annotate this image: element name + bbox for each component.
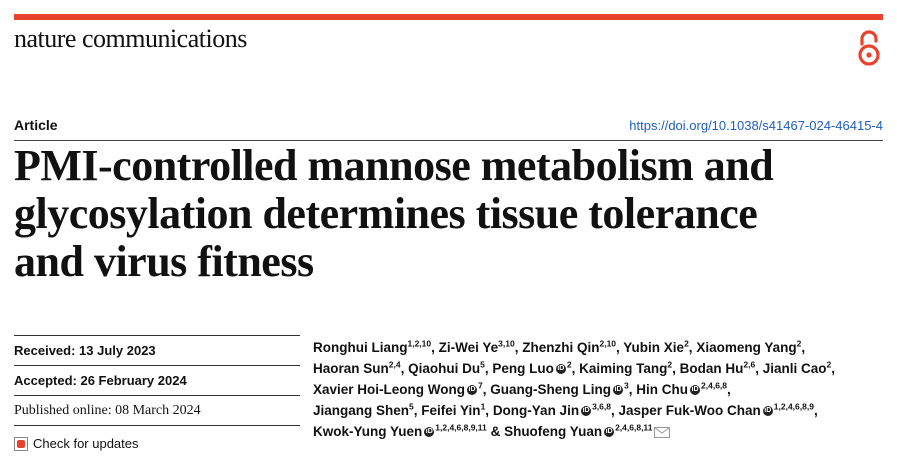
author-name[interactable]: Jasper Fuk-Woo Chan	[618, 403, 761, 418]
author-affiliation: 5	[480, 359, 485, 370]
author-line: Jiangang Shen5, Feifei Yin1, Dong-Yan Ji…	[313, 401, 818, 418]
author-affiliation: 1,2,4,6,8,9,11	[435, 422, 487, 433]
article-title: PMI-controlled mannose metabolism and gl…	[14, 142, 884, 286]
journal-accent-bar	[14, 14, 883, 20]
author-affiliation: 3	[624, 380, 629, 391]
author-affiliation: 2,4,6,8,11	[615, 422, 653, 433]
check-for-updates-button[interactable]: Check for updates	[14, 425, 300, 455]
article-type: Article	[14, 117, 58, 133]
author-affiliation: 5	[409, 401, 414, 412]
orcid-icon[interactable]: iD	[762, 406, 773, 417]
author-name[interactable]: Xavier Hoi-Leong Wong	[313, 382, 466, 397]
orcid-icon[interactable]: iD	[424, 427, 435, 438]
check-for-updates-icon	[14, 436, 28, 451]
author-line: Ronghui Liang1,2,10, Zi-Wei Ye3,10, Zhen…	[313, 338, 806, 355]
author-name[interactable]: Kaiming Tang	[579, 361, 668, 376]
author-name[interactable]: Feifei Yin	[421, 403, 481, 418]
title-line: PMI-controlled mannose metabolism and	[14, 141, 774, 190]
author-line: Kwok-Yung Yuen iD 1,2,4,6,8,9,11 & Shuofen…	[313, 421, 888, 442]
author-name[interactable]: Kwok-Yung Yuen	[313, 424, 423, 439]
open-access-icon	[858, 30, 880, 66]
orcid-icon[interactable]: iD	[555, 364, 566, 375]
author-affiliation: 3,10	[498, 338, 515, 349]
author-affiliation: 2,4,6,8	[701, 380, 728, 391]
author-name[interactable]: Ronghui Liang	[313, 340, 408, 355]
author-name[interactable]: Haoran Sun	[313, 361, 389, 376]
author-name[interactable]: Hin Chu	[636, 382, 689, 397]
orcid-icon[interactable]: iD	[604, 427, 615, 438]
doi-link[interactable]: https://doi.org/10.1038/s41467-024-46415…	[629, 118, 883, 133]
author-name[interactable]: Dong-Yan Jin	[492, 403, 580, 418]
orcid-icon[interactable]: iD	[467, 385, 478, 396]
author-name[interactable]: Qiaohui Du	[408, 361, 481, 376]
author-affiliation: 2	[667, 359, 673, 370]
author-affiliation: 1	[480, 401, 486, 412]
check-for-updates-label: Check for updates	[33, 436, 139, 451]
journal-name[interactable]: nature communications	[14, 24, 247, 53]
accepted-date: Accepted: 26 February 2024	[14, 365, 300, 395]
author-name[interactable]: Jiangang Shen	[313, 403, 410, 418]
author-affiliation: 2,10	[599, 338, 617, 349]
author-affiliation: 2	[796, 338, 802, 349]
author-affiliation: 7	[478, 380, 483, 391]
author-line: Xavier Hoi-Leong Wong iD 7, Guang-Sheng Li…	[313, 380, 731, 397]
title-line: and virus fitness	[14, 237, 314, 286]
orcid-icon[interactable]: iD	[690, 385, 701, 396]
email-icon[interactable]	[654, 426, 671, 438]
author-affiliation: 2	[684, 338, 689, 349]
author-name[interactable]: Guang-Sheng Ling	[490, 382, 612, 397]
author-name[interactable]: Zhenzhi Qin	[522, 340, 600, 355]
author-name[interactable]: Jianli Cao	[762, 361, 827, 376]
header-divider	[14, 140, 883, 141]
author-line: Haoran Sun2,4, Qiaohui Du5, Peng Luo iD 2,…	[313, 359, 835, 376]
author-list: Ronghui Liang1,2,10, Zi-Wei Ye3,10, Zhen…	[313, 337, 888, 442]
orcid-icon[interactable]: iD	[581, 406, 592, 417]
author-affiliation: 2,4	[388, 359, 401, 370]
published-date: Published online: 08 March 2024	[14, 395, 300, 425]
author-affiliation: 1,2,10	[407, 338, 432, 349]
author-name[interactable]: Peng Luo	[492, 361, 554, 376]
author-affiliation: 2	[826, 359, 832, 370]
author-name[interactable]: Shuofeng Yuan	[504, 424, 603, 439]
author-affiliation: 2,6	[743, 359, 756, 370]
author-name[interactable]: Yubin Xie	[623, 340, 685, 355]
orcid-icon[interactable]: iD	[613, 385, 624, 396]
received-date: Received: 13 July 2023	[14, 335, 300, 365]
author-name[interactable]: Bodan Hu	[679, 361, 744, 376]
author-affiliation: 2	[566, 359, 572, 370]
author-affiliation: 3,6,8	[592, 401, 611, 412]
title-line: glycosylation determines tissue toleranc…	[14, 189, 758, 238]
author-name[interactable]: Zi-Wei Ye	[438, 340, 499, 355]
author-name[interactable]: Xiaomeng Yang	[696, 340, 797, 355]
author-affiliation: 1,2,4,6,8,9	[773, 401, 814, 412]
publication-dates: Received: 13 July 2023 Accepted: 26 Febr…	[14, 335, 300, 455]
